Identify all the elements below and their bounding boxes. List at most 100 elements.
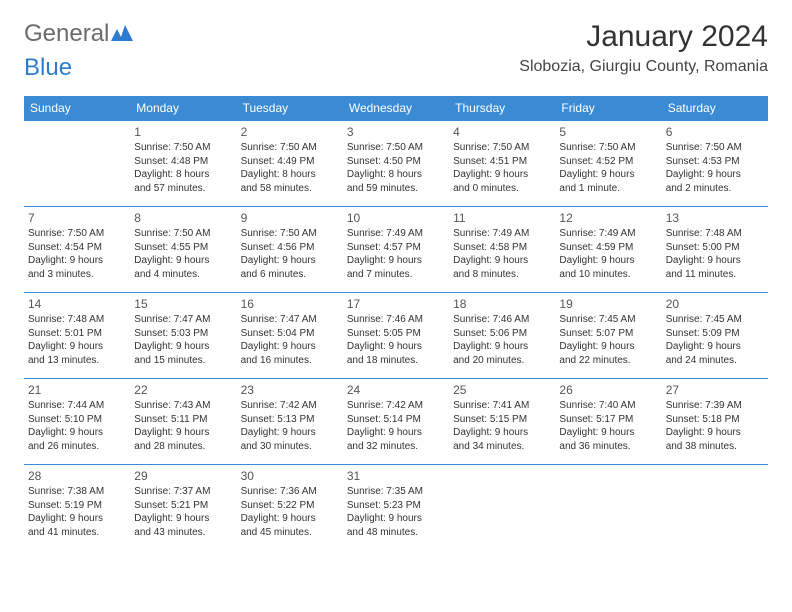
day-number: 2: [241, 124, 339, 140]
day-cell: 22Sunrise: 7:43 AMSunset: 5:11 PMDayligh…: [130, 379, 236, 465]
day-sunrise: Sunrise: 7:45 AM: [666, 313, 764, 327]
day-day2: and 48 minutes.: [347, 526, 445, 540]
day-day1: Daylight: 9 hours: [559, 168, 657, 182]
day-sunset: Sunset: 5:14 PM: [347, 413, 445, 427]
day-day1: Daylight: 9 hours: [241, 254, 339, 268]
month-title: January 2024: [519, 20, 768, 54]
day-day1: Daylight: 9 hours: [241, 512, 339, 526]
day-number: 19: [559, 296, 657, 312]
empty-day: [662, 465, 768, 551]
day-day1: Daylight: 9 hours: [347, 340, 445, 354]
day-number: 21: [28, 382, 126, 398]
day-day2: and 0 minutes.: [453, 182, 551, 196]
dow-monday: Monday: [130, 96, 236, 121]
day-sunset: Sunset: 5:00 PM: [666, 241, 764, 255]
day-sunset: Sunset: 5:19 PM: [28, 499, 126, 513]
day-sunrise: Sunrise: 7:50 AM: [241, 227, 339, 241]
day-sunset: Sunset: 4:50 PM: [347, 155, 445, 169]
day-sunrise: Sunrise: 7:44 AM: [28, 399, 126, 413]
day-day1: Daylight: 9 hours: [134, 512, 232, 526]
day-cell: 3Sunrise: 7:50 AMSunset: 4:50 PMDaylight…: [343, 121, 449, 207]
day-sunset: Sunset: 5:03 PM: [134, 327, 232, 341]
day-day1: Daylight: 9 hours: [241, 426, 339, 440]
day-number: 6: [666, 124, 764, 140]
day-number: 17: [347, 296, 445, 312]
day-day2: and 30 minutes.: [241, 440, 339, 454]
day-cell: 13Sunrise: 7:48 AMSunset: 5:00 PMDayligh…: [662, 207, 768, 293]
day-day1: Daylight: 9 hours: [134, 426, 232, 440]
day-day1: Daylight: 8 hours: [134, 168, 232, 182]
day-number: 8: [134, 210, 232, 226]
week-row: 7Sunrise: 7:50 AMSunset: 4:54 PMDaylight…: [24, 207, 768, 293]
day-number: 4: [453, 124, 551, 140]
empty-day: [555, 465, 661, 551]
day-day2: and 45 minutes.: [241, 526, 339, 540]
day-sunrise: Sunrise: 7:43 AM: [134, 399, 232, 413]
day-sunset: Sunset: 5:06 PM: [453, 327, 551, 341]
day-cell: 29Sunrise: 7:37 AMSunset: 5:21 PMDayligh…: [130, 465, 236, 551]
day-sunset: Sunset: 4:52 PM: [559, 155, 657, 169]
day-number: 31: [347, 468, 445, 484]
day-day1: Daylight: 9 hours: [28, 512, 126, 526]
dow-saturday: Saturday: [662, 96, 768, 121]
flag-icon: [111, 20, 133, 48]
day-cell: 1Sunrise: 7:50 AMSunset: 4:48 PMDaylight…: [130, 121, 236, 207]
day-number: 13: [666, 210, 764, 226]
day-sunrise: Sunrise: 7:47 AM: [241, 313, 339, 327]
day-day1: Daylight: 9 hours: [453, 340, 551, 354]
day-day1: Daylight: 9 hours: [347, 426, 445, 440]
day-cell: 19Sunrise: 7:45 AMSunset: 5:07 PMDayligh…: [555, 293, 661, 379]
day-number: 9: [241, 210, 339, 226]
day-day2: and 59 minutes.: [347, 182, 445, 196]
dow-row: Sunday Monday Tuesday Wednesday Thursday…: [24, 96, 768, 121]
day-cell: 25Sunrise: 7:41 AMSunset: 5:15 PMDayligh…: [449, 379, 555, 465]
day-number: 23: [241, 382, 339, 398]
day-sunrise: Sunrise: 7:45 AM: [559, 313, 657, 327]
day-day2: and 43 minutes.: [134, 526, 232, 540]
brand-logo: General: [24, 20, 133, 48]
day-sunset: Sunset: 4:58 PM: [453, 241, 551, 255]
day-sunrise: Sunrise: 7:49 AM: [453, 227, 551, 241]
day-sunset: Sunset: 5:11 PM: [134, 413, 232, 427]
day-number: 30: [241, 468, 339, 484]
day-day2: and 7 minutes.: [347, 268, 445, 282]
day-cell: 9Sunrise: 7:50 AMSunset: 4:56 PMDaylight…: [237, 207, 343, 293]
day-sunrise: Sunrise: 7:50 AM: [134, 227, 232, 241]
day-sunset: Sunset: 4:56 PM: [241, 241, 339, 255]
day-day2: and 34 minutes.: [453, 440, 551, 454]
day-cell: 28Sunrise: 7:38 AMSunset: 5:19 PMDayligh…: [24, 465, 130, 551]
day-day1: Daylight: 9 hours: [241, 340, 339, 354]
day-sunset: Sunset: 5:15 PM: [453, 413, 551, 427]
day-day2: and 57 minutes.: [134, 182, 232, 196]
day-sunset: Sunset: 4:49 PM: [241, 155, 339, 169]
day-sunset: Sunset: 4:51 PM: [453, 155, 551, 169]
day-day1: Daylight: 9 hours: [453, 168, 551, 182]
day-day1: Daylight: 9 hours: [666, 340, 764, 354]
location-text: Slobozia, Giurgiu County, Romania: [519, 58, 768, 76]
day-sunrise: Sunrise: 7:49 AM: [347, 227, 445, 241]
day-sunrise: Sunrise: 7:37 AM: [134, 485, 232, 499]
day-cell: 2Sunrise: 7:50 AMSunset: 4:49 PMDaylight…: [237, 121, 343, 207]
week-row: 1Sunrise: 7:50 AMSunset: 4:48 PMDaylight…: [24, 121, 768, 207]
day-sunset: Sunset: 5:04 PM: [241, 327, 339, 341]
day-sunset: Sunset: 4:53 PM: [666, 155, 764, 169]
day-cell: 24Sunrise: 7:42 AMSunset: 5:14 PMDayligh…: [343, 379, 449, 465]
day-cell: 23Sunrise: 7:42 AMSunset: 5:13 PMDayligh…: [237, 379, 343, 465]
day-sunset: Sunset: 5:23 PM: [347, 499, 445, 513]
day-cell: 6Sunrise: 7:50 AMSunset: 4:53 PMDaylight…: [662, 121, 768, 207]
dow-thursday: Thursday: [449, 96, 555, 121]
day-cell: 20Sunrise: 7:45 AMSunset: 5:09 PMDayligh…: [662, 293, 768, 379]
day-sunrise: Sunrise: 7:50 AM: [453, 141, 551, 155]
day-sunrise: Sunrise: 7:50 AM: [241, 141, 339, 155]
day-cell: 26Sunrise: 7:40 AMSunset: 5:17 PMDayligh…: [555, 379, 661, 465]
day-sunset: Sunset: 4:48 PM: [134, 155, 232, 169]
day-day1: Daylight: 9 hours: [347, 254, 445, 268]
day-day2: and 36 minutes.: [559, 440, 657, 454]
day-sunset: Sunset: 5:13 PM: [241, 413, 339, 427]
day-sunrise: Sunrise: 7:48 AM: [666, 227, 764, 241]
dow-friday: Friday: [555, 96, 661, 121]
day-cell: 7Sunrise: 7:50 AMSunset: 4:54 PMDaylight…: [24, 207, 130, 293]
day-day2: and 11 minutes.: [666, 268, 764, 282]
day-number: 14: [28, 296, 126, 312]
day-day2: and 1 minute.: [559, 182, 657, 196]
